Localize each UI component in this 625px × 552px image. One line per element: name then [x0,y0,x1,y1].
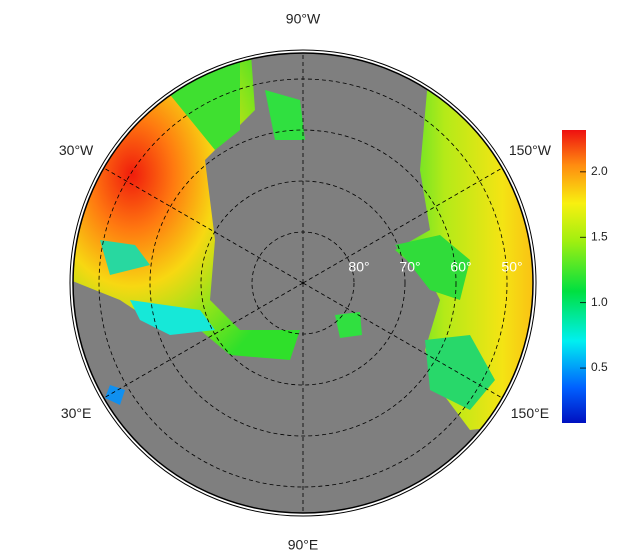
ocean-patch [130,300,215,335]
graticule [94,53,512,513]
map-border [72,52,534,514]
ocean-patch [265,90,305,140]
latitude-label: 70° [399,259,420,275]
parallel [251,231,355,335]
colorbar-tick-label: 1.0 [591,295,608,309]
colorbar [562,130,586,423]
meridian [302,282,512,404]
colorbar-tick-label: 0.5 [591,360,608,374]
meridian [302,162,512,284]
ocean-patch [100,240,150,275]
longitude-label: 30°W [59,142,94,158]
longitude-label: 150°E [511,405,549,421]
ocean-patch [425,335,495,410]
longitude-label: 90°W [286,11,321,27]
colorbar-tick-label: 1.5 [591,229,608,243]
colorbar-ticks: 0.5 1.0 1.5 2.0 [580,164,608,374]
parallel [200,180,406,386]
map-labels: 90°W 30°W 150°W 30°E 150°E 90°E 80° 70° 60° 50° [59,11,552,552]
meridian [94,162,304,284]
ocean-patch [335,312,362,338]
ocean-patch [395,235,470,300]
parallel [98,78,508,488]
map-frame [69,49,537,517]
latitude-label: 50° [501,259,522,275]
longitude-label: 150°W [509,142,552,158]
latitude-label: 60° [450,259,471,275]
meridian [94,282,304,404]
longitude-label: 90°E [288,537,319,552]
parallel [149,129,457,437]
ocean-patch [105,385,125,405]
map-disk [73,53,533,513]
longitude-label: 30°E [61,405,92,421]
latitude-label: 80° [348,259,369,275]
colorbar-tick-label: 2.0 [591,164,608,178]
